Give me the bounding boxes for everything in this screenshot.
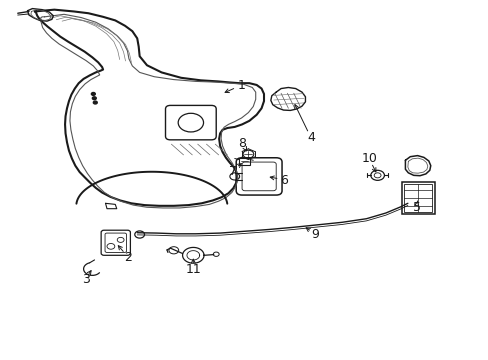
Text: 1: 1 [237,79,245,92]
Text: 6: 6 [280,174,288,186]
Text: 8: 8 [238,136,246,149]
Text: 7: 7 [229,165,237,177]
Bar [401,182,434,214]
Text: 9: 9 [311,228,319,241]
Circle shape [91,93,95,95]
Circle shape [92,97,96,100]
Circle shape [93,101,97,104]
Text: 2: 2 [124,251,132,264]
Text: 3: 3 [82,273,90,286]
Text: 11: 11 [185,263,201,276]
Bar [403,184,431,212]
Text: 4: 4 [307,131,315,144]
Text: 5: 5 [412,201,420,214]
Text: 10: 10 [361,152,377,165]
